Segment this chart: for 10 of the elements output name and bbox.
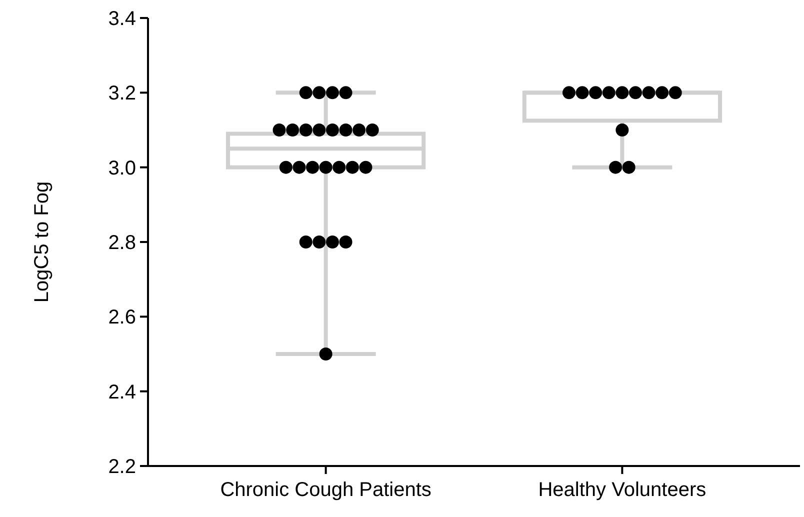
x-tick-label: Chronic Cough Patients	[220, 479, 432, 501]
y-axis-title: LogC5 to Fog	[31, 181, 53, 303]
y-tick-label: 3.0	[108, 157, 136, 180]
y-tick-label: 3.2	[108, 82, 136, 105]
y-tick-label: 2.4	[108, 381, 136, 404]
y-tick-label: 3.4	[108, 8, 136, 30]
x-tick-label: Healthy Volunteers	[538, 479, 706, 501]
y-tick-label: 2.6	[108, 306, 136, 329]
y-tick-label: 2.2	[108, 456, 136, 478]
y-tick-label: 2.8	[108, 232, 136, 254]
